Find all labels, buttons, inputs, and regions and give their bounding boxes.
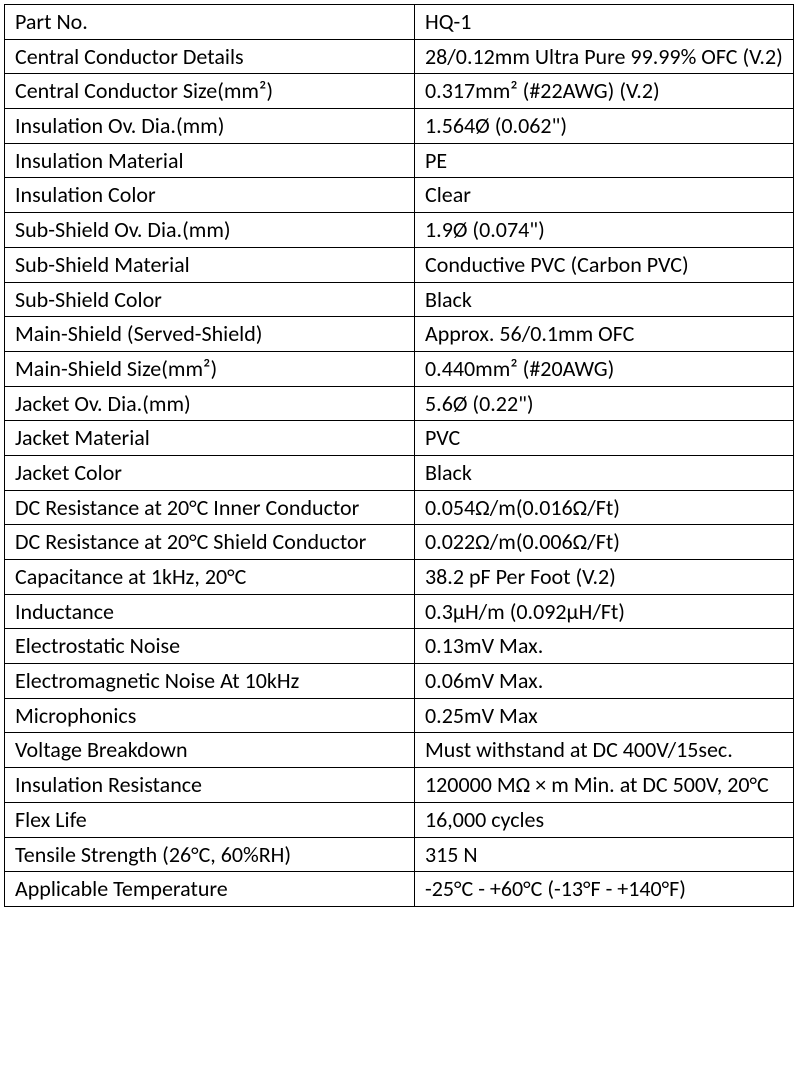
spec-label: Insulation Color xyxy=(5,178,415,213)
spec-value: HQ-1 xyxy=(415,5,794,40)
table-row: Insulation MaterialPE xyxy=(5,143,794,178)
spec-value: PE xyxy=(415,143,794,178)
spec-label: Insulation Ov. Dia.(mm) xyxy=(5,109,415,144)
spec-value: 0.317mm² (#22AWG) (V.2) xyxy=(415,74,794,109)
table-row: Tensile Strength (26°C, 60%RH)315 N xyxy=(5,837,794,872)
table-row: Insulation Ov. Dia.(mm)1.564Ø (0.062") xyxy=(5,109,794,144)
table-row: Insulation ColorClear xyxy=(5,178,794,213)
spec-label: Voltage Breakdown xyxy=(5,733,415,768)
spec-value: 1.9Ø (0.074") xyxy=(415,213,794,248)
spec-label: DC Resistance at 20°C Shield Conductor xyxy=(5,525,415,560)
table-row: Capacitance at 1kHz, 20°C38.2 pF Per Foo… xyxy=(5,560,794,595)
spec-value: Clear xyxy=(415,178,794,213)
spec-value: Black xyxy=(415,282,794,317)
spec-value: Black xyxy=(415,455,794,490)
table-row: Inductance0.3μH/m (0.092μH/Ft) xyxy=(5,594,794,629)
table-row: Main-Shield (Served-Shield)Approx. 56/0.… xyxy=(5,317,794,352)
spec-value: Conductive PVC (Carbon PVC) xyxy=(415,247,794,282)
spec-label: Jacket Material xyxy=(5,421,415,456)
spec-value: -25°C - +60°C (-13°F - +140°F) xyxy=(415,872,794,907)
table-row: Insulation Resistance120000 MΩ × m Min. … xyxy=(5,768,794,803)
spec-value: 0.022Ω/m(0.006Ω/Ft) xyxy=(415,525,794,560)
spec-table-body: Part No.HQ-1Central Conductor Details28/… xyxy=(5,5,794,907)
spec-value: Approx. 56/0.1mm OFC xyxy=(415,317,794,352)
table-row: Sub-Shield Ov. Dia.(mm)1.9Ø (0.074") xyxy=(5,213,794,248)
spec-label: Jacket Ov. Dia.(mm) xyxy=(5,386,415,421)
spec-value: 1.564Ø (0.062") xyxy=(415,109,794,144)
spec-label: Flex Life xyxy=(5,802,415,837)
table-row: Main-Shield Size(mm²)0.440mm² (#20AWG) xyxy=(5,351,794,386)
table-row: Electromagnetic Noise At 10kHz0.06mV Max… xyxy=(5,664,794,699)
table-row: Central Conductor Details28/0.12mm Ultra… xyxy=(5,39,794,74)
spec-value: PVC xyxy=(415,421,794,456)
table-row: DC Resistance at 20°C Shield Conductor0.… xyxy=(5,525,794,560)
table-row: Voltage BreakdownMust withstand at DC 40… xyxy=(5,733,794,768)
table-row: Jacket MaterialPVC xyxy=(5,421,794,456)
spec-label: Central Conductor Details xyxy=(5,39,415,74)
spec-label: Electrostatic Noise xyxy=(5,629,415,664)
spec-value: 5.6Ø (0.22") xyxy=(415,386,794,421)
spec-value: 0.054Ω/m(0.016Ω/Ft) xyxy=(415,490,794,525)
table-row: DC Resistance at 20°C Inner Conductor0.0… xyxy=(5,490,794,525)
spec-value: 315 N xyxy=(415,837,794,872)
table-row: Sub-Shield MaterialConductive PVC (Carbo… xyxy=(5,247,794,282)
spec-label: Insulation Resistance xyxy=(5,768,415,803)
table-row: Sub-Shield ColorBlack xyxy=(5,282,794,317)
table-row: Jacket Ov. Dia.(mm)5.6Ø (0.22") xyxy=(5,386,794,421)
spec-table: Part No.HQ-1Central Conductor Details28/… xyxy=(4,4,794,907)
spec-value: 120000 MΩ × m Min. at DC 500V, 20°C xyxy=(415,768,794,803)
spec-value: 16,000 cycles xyxy=(415,802,794,837)
spec-value: Must withstand at DC 400V/15sec. xyxy=(415,733,794,768)
spec-label: Inductance xyxy=(5,594,415,629)
spec-label: Electromagnetic Noise At 10kHz xyxy=(5,664,415,699)
spec-label: Insulation Material xyxy=(5,143,415,178)
spec-value: 0.25mV Max xyxy=(415,698,794,733)
spec-value: 28/0.12mm Ultra Pure 99.99% OFC (V.2) xyxy=(415,39,794,74)
spec-value: 0.06mV Max. xyxy=(415,664,794,699)
spec-label: Microphonics xyxy=(5,698,415,733)
table-row: Microphonics0.25mV Max xyxy=(5,698,794,733)
spec-label: Main-Shield Size(mm²) xyxy=(5,351,415,386)
spec-label: Jacket Color xyxy=(5,455,415,490)
spec-label: Capacitance at 1kHz, 20°C xyxy=(5,560,415,595)
spec-value: 38.2 pF Per Foot (V.2) xyxy=(415,560,794,595)
spec-label: Central Conductor Size(mm²) xyxy=(5,74,415,109)
spec-label: Sub-Shield Material xyxy=(5,247,415,282)
spec-sheet: Part No.HQ-1Central Conductor Details28/… xyxy=(0,0,800,1072)
spec-label: Main-Shield (Served-Shield) xyxy=(5,317,415,352)
spec-label: Tensile Strength (26°C, 60%RH) xyxy=(5,837,415,872)
spec-label: Sub-Shield Color xyxy=(5,282,415,317)
spec-label: DC Resistance at 20°C Inner Conductor xyxy=(5,490,415,525)
table-row: Electrostatic Noise0.13mV Max. xyxy=(5,629,794,664)
spec-label: Applicable Temperature xyxy=(5,872,415,907)
table-row: Part No.HQ-1 xyxy=(5,5,794,40)
spec-label: Part No. xyxy=(5,5,415,40)
table-row: Applicable Temperature-25°C - +60°C (-13… xyxy=(5,872,794,907)
table-row: Flex Life16,000 cycles xyxy=(5,802,794,837)
spec-label: Sub-Shield Ov. Dia.(mm) xyxy=(5,213,415,248)
spec-value: 0.3μH/m (0.092μH/Ft) xyxy=(415,594,794,629)
table-row: Central Conductor Size(mm²)0.317mm² (#22… xyxy=(5,74,794,109)
spec-value: 0.440mm² (#20AWG) xyxy=(415,351,794,386)
table-row: Jacket ColorBlack xyxy=(5,455,794,490)
spec-value: 0.13mV Max. xyxy=(415,629,794,664)
